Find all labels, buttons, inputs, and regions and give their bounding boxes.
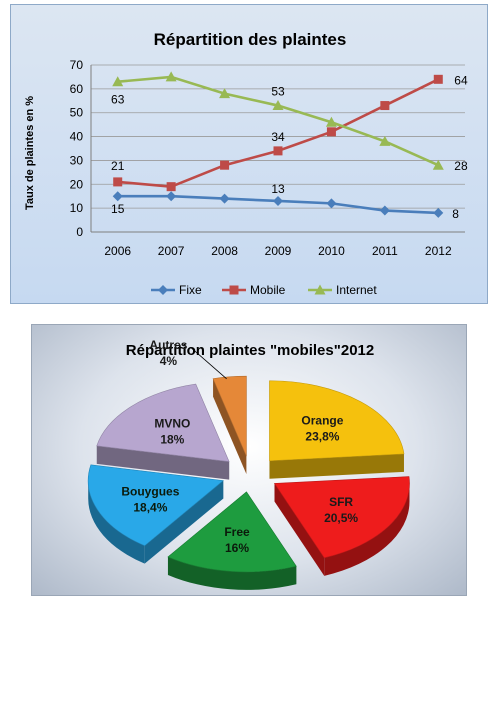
x-tick-label: 2010 [318,244,345,258]
legend-entry-internet: Internet [336,283,377,297]
x-tick-label: 2009 [265,244,292,258]
y-tick-label: 0 [76,225,83,239]
point-marker [166,191,177,202]
data-label: 13 [271,182,285,196]
pie-slice-sfr [273,476,410,559]
data-label: 15 [111,202,125,216]
point-marker [273,146,283,156]
x-tick-label: 2012 [425,244,452,258]
data-label: 63 [111,93,125,107]
axes: 0 10 20 30 40 50 60 70 2006 2007 2008 2009 2010 2011 2… [70,58,465,258]
y-tick-label: 20 [70,177,84,191]
pie-slice-free [167,491,297,573]
slice-name-orange: Orange [301,414,343,428]
point-marker [229,285,239,295]
pie-slice-mvno [96,383,230,462]
slice-wall-sfr [324,483,410,576]
y-axis-label: Taux de plaintes en % [24,96,36,210]
pie-chart-panel: Répartition plaintes "mobiles"2012 Orang… [31,324,467,596]
data-label: 64 [454,73,468,87]
x-tick-label: 2011 [372,244,398,258]
pie-slices [87,375,410,590]
y-tick-label: 60 [70,82,84,96]
series-layer: 15 13 8 21 34 64 63 53 28 [111,71,468,221]
point-marker [379,135,391,146]
pie-slice-bouygues [87,464,224,547]
slice-wall-bouygues [88,480,145,564]
legend-entry-mobile: Mobile [250,283,286,297]
point-marker [220,160,230,170]
point-marker [112,191,123,202]
point-marker [166,182,176,192]
data-label: 21 [111,159,125,173]
point-marker [165,71,177,82]
pie-chart-title: Répartition plaintes "mobiles"2012 [126,342,374,359]
legend-entry-fixe: Fixe [179,283,202,297]
point-marker [272,100,284,111]
slice-side-orange [269,453,404,479]
slice-value-bouygues: 18,4% [133,501,167,515]
y-tick-label: 70 [70,58,84,72]
y-tick-label: 30 [70,153,84,167]
slice-wall-free [167,556,297,590]
slice-name-sfr: SFR [329,495,353,509]
data-label: 8 [452,207,459,221]
x-tick-label: 2006 [104,244,131,258]
slice-value-free: 16% [225,541,249,555]
slice-name-mvno: MVNO [154,417,190,431]
slice-value-mvno: 18% [160,433,184,447]
leader-line [190,346,227,380]
point-marker [432,159,444,170]
slice-value-orange: 23,8% [305,430,339,444]
point-marker [314,284,326,295]
point-marker [380,101,390,111]
data-label: 28 [454,159,468,173]
x-tick-label: 2007 [158,244,185,258]
point-marker [379,205,390,216]
slice-side-sfr [274,483,325,576]
line-chart-title: Répartition des plaintes [154,30,347,49]
data-label: 34 [271,130,285,144]
slice-value-sfr: 20,5% [324,511,358,525]
point-marker [326,198,337,209]
y-tick-label: 50 [70,106,84,120]
pie-labels: Orange 23,8% SFR 20,5% Free 16% Bouygues 18,4% M… [121,338,358,555]
line-chart-panel: Répartition des plaintes Taux de plainte… [10,4,488,304]
pie-slice-autres [212,375,247,457]
slice-side-autres [213,378,247,475]
point-marker [273,195,283,206]
point-marker [433,207,444,218]
x-tick-label: 2008 [211,244,238,258]
slice-side-mvno [96,445,230,480]
slice-value-autres: 4% [160,354,178,368]
pie-slice-orange [269,380,405,462]
point-marker [325,116,337,127]
slice-name-autres: Autres [149,338,187,352]
slice-name-free: Free [224,525,250,539]
y-tick-label: 10 [70,201,84,215]
data-label: 53 [271,85,285,99]
point-marker [113,177,123,187]
legend: Fixe Mobile Internet [151,283,377,297]
point-marker [112,76,124,87]
point-marker [219,88,231,99]
point-marker [326,127,336,137]
pie-chart: Répartition plaintes "mobiles"2012 Orang… [87,338,410,590]
point-marker [433,74,443,84]
line-chart: Répartition des plaintes Taux de plainte… [24,30,468,297]
point-marker [158,285,168,295]
y-tick-label: 40 [70,130,84,144]
slice-name-bouygues: Bouygues [121,485,179,499]
slice-side-bouygues [144,480,224,564]
point-marker [219,193,230,204]
